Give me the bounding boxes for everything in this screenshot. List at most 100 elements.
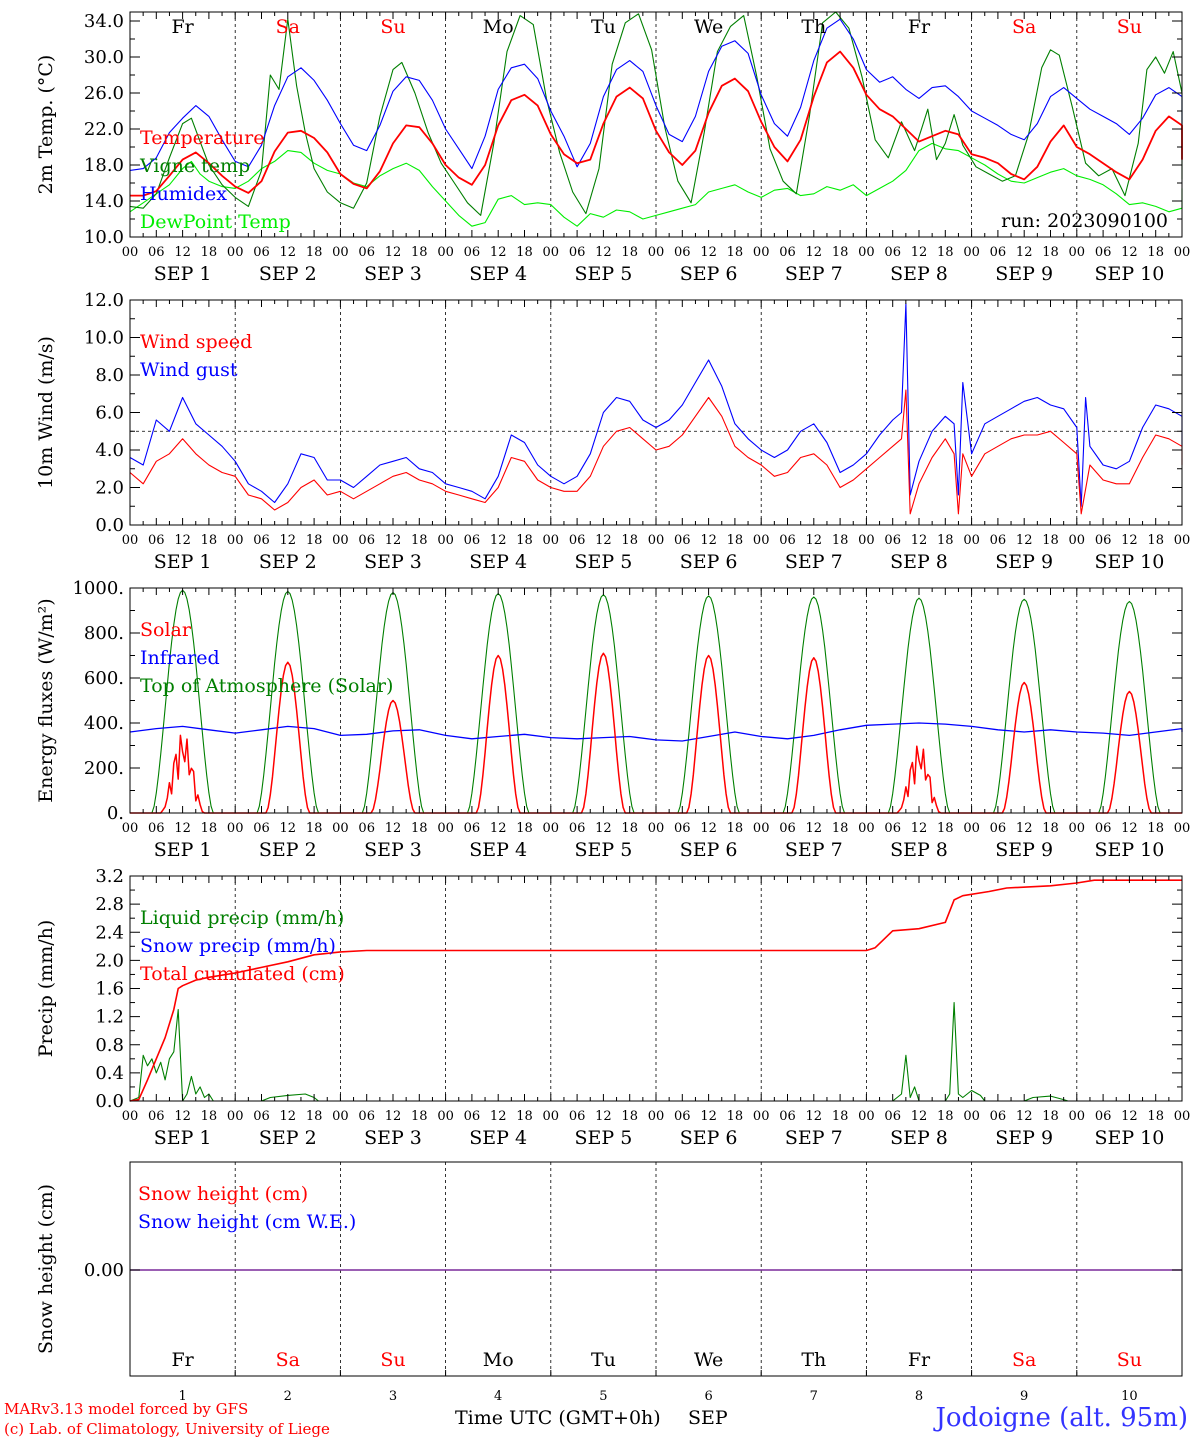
- hour-tick-label: 06: [569, 1109, 586, 1124]
- y-tick-label: 26.0: [84, 83, 124, 104]
- hour-tick-label: 18: [727, 245, 744, 260]
- date-label: SEP 5: [574, 263, 632, 285]
- hour-tick-label: 18: [306, 533, 323, 548]
- hour-tick-label: 12: [490, 533, 507, 548]
- hour-tick-label: 06: [148, 821, 165, 836]
- hour-tick-label: 00: [963, 821, 980, 836]
- hour-tick-label: 18: [201, 821, 218, 836]
- time-axis-label: Time UTC (GMT+0h): [455, 1407, 661, 1429]
- date-label: SEP 5: [574, 1127, 632, 1149]
- day-name: Sa: [276, 1349, 300, 1371]
- hour-tick-label: 12: [911, 533, 928, 548]
- hour-tick-label: 12: [806, 821, 823, 836]
- hour-tick-label: 06: [1095, 821, 1112, 836]
- hour-tick-label: 00: [753, 821, 770, 836]
- series-wind-speed: [129, 389, 1183, 515]
- hour-tick-label: 06: [569, 245, 586, 260]
- y-tick-label: 0.00: [84, 1260, 124, 1281]
- legend-entry: Vigne temp: [139, 155, 250, 177]
- hour-tick-label: 06: [674, 533, 691, 548]
- hour-tick-label: 06: [464, 245, 481, 260]
- hour-tick-label: 00: [858, 533, 875, 548]
- hour-tick-label: 18: [201, 245, 218, 260]
- hour-tick-label: 00: [332, 1109, 349, 1124]
- y-tick-label: 2.8: [95, 894, 124, 915]
- y-tick-label: 0.: [107, 803, 124, 824]
- day-name: Fr: [908, 1349, 931, 1371]
- hour-tick-label: 12: [806, 245, 823, 260]
- date-label: SEP 7: [785, 263, 843, 285]
- date-label: SEP 2: [259, 551, 317, 573]
- hour-tick-label: 18: [411, 1109, 428, 1124]
- hour-tick-label: 18: [1042, 533, 1059, 548]
- date-label: SEP 7: [785, 551, 843, 573]
- hour-tick-label: 12: [280, 821, 297, 836]
- hour-tick-label: 12: [385, 1109, 402, 1124]
- legend-entry: Liquid precip (mm/h): [140, 907, 344, 929]
- y-tick-label: 200.: [84, 758, 124, 779]
- hour-tick-label: 00: [648, 821, 665, 836]
- legend-entry: Snow precip (mm/h): [140, 935, 336, 957]
- date-label: SEP 3: [364, 1127, 422, 1149]
- model-credit: MARv3.13 model forced by GFS: [4, 1400, 248, 1418]
- hour-tick-label: 06: [990, 821, 1007, 836]
- run-label: run: 2023090100: [1001, 210, 1168, 232]
- grid-layer: [130, 12, 1182, 1376]
- hour-tick-label: 12: [595, 245, 612, 260]
- hour-tick-label: 18: [727, 1109, 744, 1124]
- hour-tick-label: 00: [753, 245, 770, 260]
- hour-tick-label: 12: [1121, 821, 1138, 836]
- hour-tick-label: 18: [306, 821, 323, 836]
- hour-tick-label: 18: [937, 821, 954, 836]
- day-number: 5: [599, 1389, 607, 1404]
- date-label: SEP 10: [1094, 1127, 1164, 1149]
- hour-tick-label: 18: [516, 821, 533, 836]
- date-label: SEP 4: [469, 839, 527, 861]
- day-number: 3: [389, 1389, 397, 1404]
- legend-entry: DewPoint Temp: [140, 211, 291, 233]
- hour-tick-label: 18: [411, 533, 428, 548]
- y-tick-label: 800.: [84, 623, 124, 644]
- hour-tick-label: 18: [201, 533, 218, 548]
- hour-tick-label: 00: [1174, 821, 1191, 836]
- y-tick-label: 30.0: [84, 47, 124, 68]
- day-name: Su: [1117, 1349, 1142, 1371]
- hour-tick-label: 12: [280, 1109, 297, 1124]
- day-name: Tu: [591, 16, 616, 38]
- y-tick-label: 1.6: [95, 979, 124, 1000]
- hour-tick-label: 06: [569, 533, 586, 548]
- hour-tick-label: 12: [911, 821, 928, 836]
- series-dewpoint-temp: [129, 142, 1183, 227]
- hour-tick-label: 18: [832, 821, 849, 836]
- hour-tick-label: 06: [779, 821, 796, 836]
- hour-tick-label: 12: [911, 1109, 928, 1124]
- hour-tick-label: 00: [227, 1109, 244, 1124]
- hour-tick-label: 12: [700, 1109, 717, 1124]
- hour-tick-label: 00: [227, 533, 244, 548]
- hour-tick-label: 06: [1095, 1109, 1112, 1124]
- date-label: SEP 4: [469, 263, 527, 285]
- day-number: 10: [1121, 1389, 1138, 1404]
- hour-tick-label: 00: [858, 245, 875, 260]
- hour-tick-label: 06: [779, 245, 796, 260]
- date-label: SEP 6: [680, 263, 738, 285]
- hour-tick-label: 00: [648, 1109, 665, 1124]
- hour-tick-label: 06: [674, 821, 691, 836]
- date-label: SEP 3: [364, 839, 422, 861]
- day-number: 7: [810, 1389, 818, 1404]
- y-tick-label: 14.0: [84, 191, 124, 212]
- y-tick-label: 8.0: [95, 365, 124, 386]
- day-name: Th: [801, 16, 826, 38]
- hour-tick-label: 06: [358, 245, 375, 260]
- hour-tick-label: 12: [174, 821, 191, 836]
- day-name: Su: [380, 16, 405, 38]
- hour-tick-label: 12: [490, 1109, 507, 1124]
- hour-tick-label: 18: [832, 245, 849, 260]
- day-name: Su: [1117, 16, 1142, 38]
- date-label: SEP 10: [1094, 263, 1164, 285]
- y-tick-label: 10.0: [84, 328, 124, 349]
- hour-tick-label: 18: [1147, 1109, 1164, 1124]
- day-name: Th: [801, 1349, 826, 1371]
- hour-tick-label: 12: [1121, 533, 1138, 548]
- legend-entry: Total cumulated (cm): [140, 963, 345, 985]
